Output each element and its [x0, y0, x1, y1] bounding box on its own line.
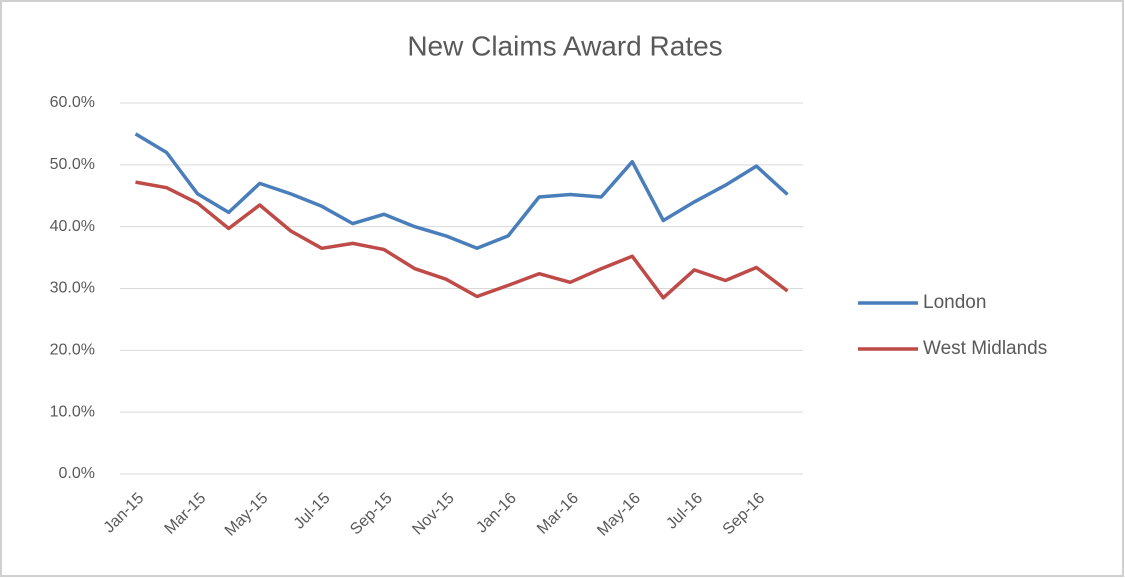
y-tick-label: 30.0% [50, 280, 95, 297]
y-tick-label: 60.0% [50, 94, 95, 111]
line-series [135, 180, 789, 300]
y-tick-label: 50.0% [50, 156, 95, 173]
y-tick-label: 0.0% [59, 465, 95, 482]
y-tick-label: 10.0% [50, 403, 95, 420]
chart-title: New Claims Award Rates [407, 30, 722, 61]
line-series [134, 132, 789, 251]
legend-label: London [923, 292, 986, 313]
y-tick-label: 40.0% [50, 218, 95, 235]
legend-label: West Midlands [923, 338, 1047, 359]
y-tick-label: 20.0% [50, 342, 95, 359]
